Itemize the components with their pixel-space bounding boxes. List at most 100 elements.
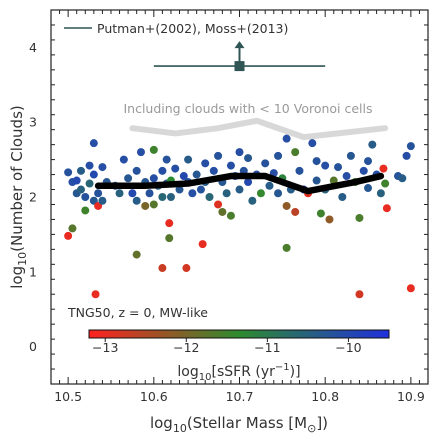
data-point (128, 189, 137, 198)
data-point (196, 185, 205, 194)
y-tick-label: 1 (29, 264, 37, 279)
colorbar-gradient (88, 329, 390, 339)
x-tick-label: 10.5 (54, 389, 82, 404)
data-point (291, 148, 300, 157)
data-point (149, 145, 158, 154)
data-point (158, 264, 167, 273)
data-point (165, 234, 174, 243)
data-point (235, 148, 244, 157)
data-point (274, 151, 283, 160)
legend: Putman+(2002), Moss+(2013) (64, 21, 288, 36)
data-point (364, 184, 373, 193)
data-point (124, 174, 133, 183)
data-point (198, 240, 207, 249)
data-point (184, 155, 193, 164)
data-point (68, 224, 77, 233)
data-point (145, 189, 154, 198)
data-point (261, 159, 270, 168)
data-point (136, 148, 145, 157)
x-tick-label: 10.6 (140, 389, 168, 404)
data-point (256, 189, 265, 198)
y-tick-label: 3 (29, 115, 37, 130)
data-point (379, 164, 388, 173)
data-point (192, 170, 201, 179)
colorbar-tick-label: −10 (335, 340, 361, 355)
data-point (274, 189, 283, 198)
axis-ticks (50, 9, 429, 385)
data-point (205, 193, 214, 201)
data-point (85, 161, 94, 170)
data-point (312, 157, 321, 166)
data-point (89, 170, 98, 179)
data-point (235, 185, 244, 194)
data-point (282, 243, 291, 252)
data-point (98, 196, 107, 205)
data-point (85, 179, 94, 188)
data-point (308, 139, 317, 148)
plot-frame (50, 9, 429, 385)
voronoi-line (129, 117, 389, 141)
data-point (218, 207, 227, 216)
y-tick-label: 4 (29, 40, 37, 55)
data-point (214, 200, 223, 209)
plot-background (51, 10, 428, 384)
data-point (359, 166, 368, 175)
data-point (282, 134, 291, 143)
data-point (149, 200, 158, 209)
data-point (76, 185, 85, 194)
data-point (188, 189, 197, 198)
data-point (282, 201, 291, 210)
x-tick-label: 10.8 (311, 389, 339, 404)
data-point (334, 163, 343, 172)
data-point (209, 166, 218, 175)
colorbar-tick-label: −11 (254, 340, 280, 355)
y-tick-labels: 0 1 2 3 4 (29, 40, 37, 354)
legend-label: Putman+(2002), Moss+(2013) (97, 21, 288, 36)
data-point (132, 250, 141, 259)
data-point (119, 155, 128, 164)
data-point (64, 168, 73, 177)
x-tick-labels: 10.5 10.6 10.7 10.8 10.9 (54, 389, 425, 404)
data-point (381, 179, 390, 188)
data-point (338, 193, 347, 201)
data-point (72, 176, 81, 185)
data-point (98, 163, 107, 172)
data-point (182, 264, 191, 273)
data-point (166, 193, 175, 201)
data-point (158, 193, 167, 201)
data-point (402, 151, 411, 160)
data-point (325, 215, 334, 224)
data-point (321, 161, 330, 170)
data-point (91, 290, 100, 299)
data-point (158, 166, 167, 175)
x-tick-label: 10.7 (226, 389, 254, 404)
data-point (382, 204, 391, 213)
x-axis-label: log10(Stellar Mass [M⊙]) (150, 414, 328, 435)
data-point (132, 196, 141, 205)
data-point (226, 161, 235, 170)
data-point (81, 193, 90, 201)
data-point (316, 209, 325, 218)
data-point (248, 196, 257, 205)
data-point (265, 181, 274, 190)
data-point (141, 201, 150, 210)
data-point (291, 207, 300, 216)
sample-label: TNG50, z = 0, MW-like (67, 305, 208, 320)
data-point (201, 159, 210, 168)
data-point (244, 178, 253, 187)
data-point (149, 174, 158, 183)
data-point (376, 189, 385, 198)
data-point (94, 189, 103, 198)
data-point (368, 140, 377, 149)
data-point (165, 219, 174, 228)
x-tick-label: 10.9 (397, 389, 425, 404)
observation-arrow-head (234, 41, 245, 49)
data-point (244, 154, 253, 163)
data-point (115, 189, 124, 198)
y-tick-label: 0 (29, 339, 37, 354)
data-point (175, 185, 184, 194)
colorbar-tick-label: −13 (92, 340, 118, 355)
data-point (162, 155, 171, 164)
data-point (364, 157, 373, 166)
